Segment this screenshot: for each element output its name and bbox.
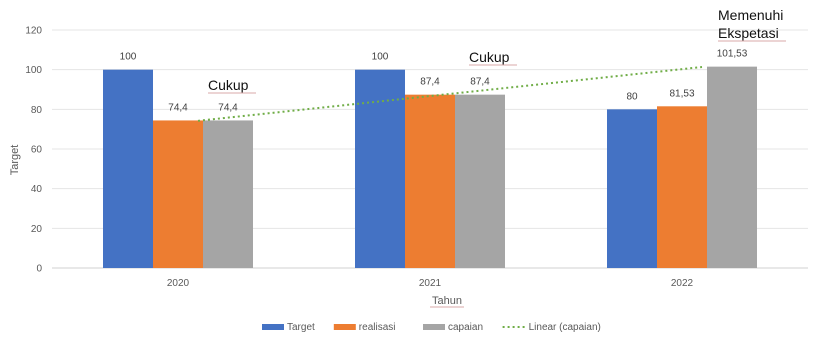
data-label: 87,4 [420,77,440,88]
data-label: 74,4 [168,102,188,113]
y-tick-label: 100 [25,65,42,76]
legend-swatch-realisasi [333,324,356,330]
x-tick-label: 2020 [167,278,190,289]
legend-label: Linear (capaian) [529,322,601,333]
y-tick-label: 20 [31,224,43,235]
y-tick-label: 40 [31,184,43,195]
bar-capaian-2022 [707,66,757,268]
data-label: 87,4 [470,77,490,88]
data-label: 74,4 [218,102,238,113]
annotation-cukup-2020: Cukup [208,77,249,93]
bar-realisasi-2021 [405,94,455,268]
y-axis-ticks: 0 20 40 60 80 100 120 [25,26,42,275]
annotation-memenuhi: Memenuhi [718,7,783,23]
legend-label: realisasi [359,322,396,333]
bar-target-2020 [103,69,153,269]
bar-target-2022 [607,109,657,268]
legend-swatch-capaian [423,324,445,330]
y-tick-label: 60 [31,145,43,156]
data-labels: 100 100 80 74,4 87,4 81,53 74,4 87,4 101,53 [120,49,748,114]
y-tick-label: 0 [36,264,42,275]
bar-realisasi-2022 [657,106,707,269]
legend-label: capaian [448,322,483,333]
bar-capaian-2020 [203,120,253,268]
data-label: 80 [626,91,638,102]
legend-label: Target [287,322,315,333]
y-axis-title: Target [9,145,21,176]
bar-capaian-2021 [455,94,505,268]
bar-realisasi-2020 [153,120,203,268]
annotation-cukup-2021: Cukup [469,49,510,65]
x-tick-label: 2021 [419,278,442,289]
data-label: 100 [120,52,137,63]
data-label: 81,53 [669,88,694,99]
x-tick-label: 2022 [671,278,694,289]
data-label: 100 [372,52,389,63]
x-axis-ticks: 2020 2021 2022 [167,278,694,289]
x-axis-title: Tahun [432,295,462,307]
y-tick-label: 120 [25,26,42,37]
annotation-ekspetasi: Ekspetasi [718,25,779,41]
bars [103,66,757,269]
legend: Target realisasi capaian Linear (capaian) [262,322,601,333]
y-tick-label: 80 [31,105,43,116]
legend-swatch-target [262,324,284,330]
data-label: 101,53 [717,49,748,60]
annotations: Cukup Cukup Memenuhi Ekspetasi [208,7,786,94]
